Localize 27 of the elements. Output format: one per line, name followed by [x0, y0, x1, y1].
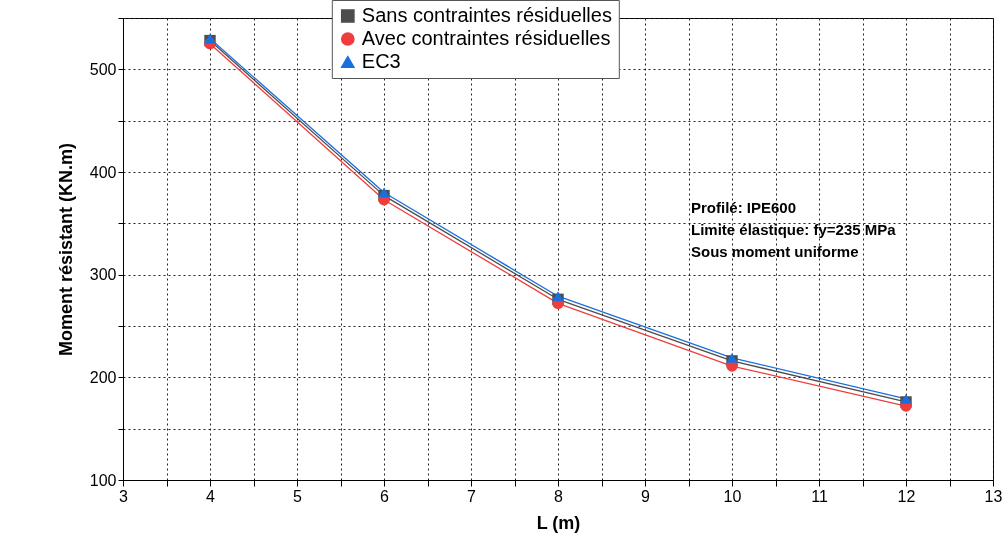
- legend-label: Avec contraintes résiduelles: [361, 27, 611, 49]
- x-axis-title: L (m): [536, 512, 581, 533]
- point: [378, 187, 390, 198]
- x-tick-label: 9: [641, 487, 651, 505]
- y-tick-label: 500: [89, 60, 117, 78]
- x-tick-label: 12: [897, 487, 916, 505]
- legend-label: Sans contraintes résiduelles: [361, 4, 612, 26]
- x-tick-label: 8: [554, 487, 564, 505]
- x-tick-label: 4: [206, 487, 216, 505]
- y-tick-label: 100: [89, 471, 117, 489]
- x-tick-label: 5: [293, 487, 303, 505]
- annotation: Sous moment uniforme: [691, 243, 859, 260]
- x-tick-label: 11: [811, 487, 828, 505]
- y-tick-label: 200: [89, 368, 117, 386]
- point: [726, 352, 738, 363]
- y-tick-label: 400: [89, 163, 117, 181]
- point: [900, 393, 912, 404]
- x-tick-label: 10: [723, 487, 742, 505]
- x-tick-label: 6: [380, 487, 390, 505]
- x-tick-label: 3: [119, 487, 129, 505]
- x-tick-label: 7: [467, 487, 477, 505]
- y-tick-label: 300: [89, 266, 117, 284]
- legend-label: EC3: [361, 50, 401, 72]
- annotation: Limite élastique: fy=235 MPa: [691, 221, 897, 238]
- x-tick-label: 13: [984, 487, 1003, 505]
- y-axis-title: Moment résistant (KN.m): [55, 142, 76, 357]
- annotation: Profilé: IPE600: [691, 199, 797, 216]
